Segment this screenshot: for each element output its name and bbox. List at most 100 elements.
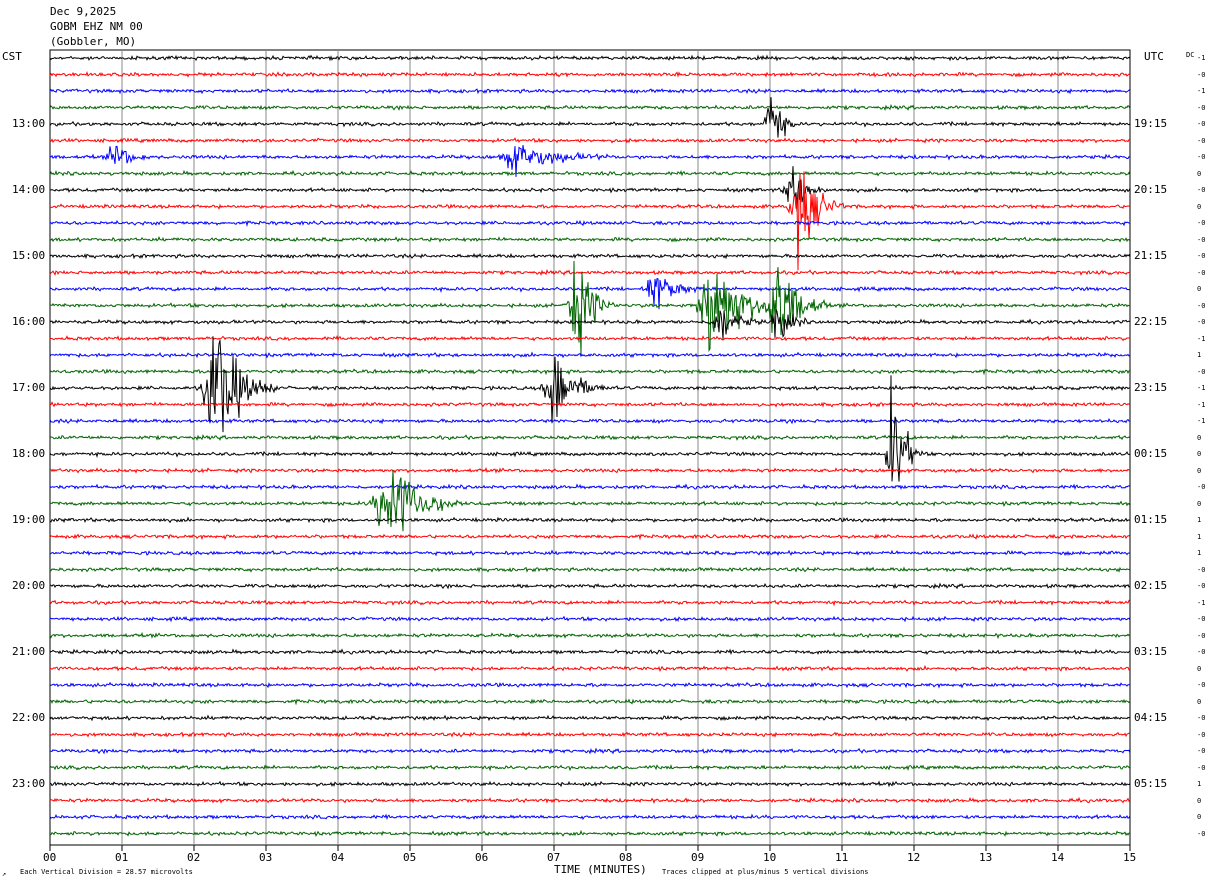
seismic-trace (49, 169, 1131, 177)
seismic-trace (49, 309, 1131, 340)
x-tick-label: 06 (475, 851, 489, 864)
dc-label: DC (1186, 51, 1195, 59)
seismic-trace (49, 70, 1131, 78)
left-hour-label: 22:00 (12, 711, 46, 724)
seismic-trace (49, 417, 1131, 425)
seismic-trace (49, 714, 1131, 722)
x-tick-label: 02 (187, 851, 201, 864)
seismic-trace (49, 470, 1131, 532)
seismic-trace (49, 87, 1131, 95)
seismic-trace (49, 566, 1131, 573)
left-hour-label: 19:00 (12, 513, 46, 526)
clip-note: Traces clipped at plus/minus 5 vertical … (662, 868, 869, 876)
seismic-trace (49, 731, 1131, 738)
seismic-trace (49, 698, 1131, 706)
seismic-trace (49, 813, 1131, 821)
x-tick-label: 05 (403, 851, 417, 864)
seismic-trace (49, 219, 1131, 227)
seismic-trace (49, 648, 1131, 656)
x-tick-label: 03 (259, 851, 273, 864)
dc-offset-label: 0 (1197, 285, 1202, 293)
left-hour-label: 17:00 (12, 381, 46, 394)
scale-icon: ↗ (2, 870, 7, 878)
x-tick-label: 07 (547, 851, 561, 864)
seismic-trace (49, 269, 1131, 277)
dc-offset-label: -0 (1197, 747, 1206, 755)
left-hour-label: 14:00 (12, 183, 46, 196)
dc-offset-label: 0 (1197, 796, 1202, 805)
seismic-trace (49, 796, 1131, 805)
dc-offset-label: -0 (1197, 268, 1206, 277)
dc-offset-label: 1 (1197, 549, 1202, 557)
x-tick-label: 12 (907, 851, 921, 864)
seismic-trace (49, 434, 1131, 442)
dc-offset-label: -0 (1197, 186, 1206, 194)
seismic-trace (49, 681, 1131, 689)
right-hour-label: 04:15 (1134, 711, 1168, 724)
seismic-trace (49, 260, 1131, 355)
dc-offset-label: -0 (1197, 615, 1206, 623)
dc-offset-label: 0 (1197, 813, 1202, 821)
left-axis-title: CST (2, 50, 22, 63)
seismic-trace (49, 351, 1131, 359)
dc-offset-label: -1 (1197, 384, 1206, 392)
x-tick-label: 11 (835, 851, 849, 864)
dc-offset-label: -0 (1197, 103, 1206, 112)
dc-offset-label: 1 (1197, 351, 1202, 359)
left-hour-label: 23:00 (12, 777, 46, 790)
right-hour-label: 01:15 (1134, 513, 1168, 526)
seismic-trace (49, 97, 1131, 138)
dc-offset-label: -0 (1197, 565, 1206, 574)
x-axis-title: TIME (MINUTES) (554, 863, 647, 876)
dc-offset-label: -0 (1197, 219, 1206, 227)
dc-offset-label: -0 (1197, 136, 1206, 145)
seismic-trace (49, 483, 1131, 491)
x-tick-label: 01 (115, 851, 129, 864)
x-tick-label: 04 (331, 851, 345, 864)
seismic-trace (49, 533, 1131, 541)
right-hour-label: 22:15 (1134, 315, 1168, 328)
dc-offset-label: -0 (1197, 70, 1206, 79)
dc-offset-label: -0 (1197, 763, 1206, 772)
seismic-trace (49, 664, 1131, 672)
dc-offset-label: -0 (1197, 582, 1206, 590)
dc-offset-label: -0 (1197, 252, 1206, 260)
seismic-trace (49, 54, 1131, 62)
dc-offset-label: -1 (1197, 598, 1206, 607)
dc-offset-label: 1 (1197, 516, 1202, 524)
dc-offset-label: -0 (1197, 714, 1206, 722)
seismic-trace (49, 368, 1131, 376)
seismic-trace (49, 104, 1131, 112)
right-hour-label: 03:15 (1134, 645, 1168, 658)
left-hour-label: 18:00 (12, 447, 46, 460)
seismic-trace (49, 549, 1131, 557)
dc-offset-label: -0 (1197, 483, 1206, 491)
seismic-trace (49, 236, 1131, 243)
seismic-trace (49, 137, 1131, 145)
dc-offset-label: 0 (1197, 697, 1202, 706)
right-hour-label: 05:15 (1134, 777, 1168, 790)
seismic-trace (49, 375, 1131, 482)
seismic-trace (50, 747, 1131, 755)
x-tick-label: 13 (979, 851, 993, 864)
dc-offset-label: 0 (1197, 664, 1202, 673)
left-hour-label: 16:00 (12, 315, 46, 328)
seismic-trace (49, 764, 1131, 772)
right-hour-label: 20:15 (1134, 183, 1168, 196)
division-note: Each Vertical Division = 28.57 microvolt… (20, 868, 193, 876)
dc-offset-label: -0 (1197, 301, 1206, 310)
left-hour-label: 20:00 (12, 579, 46, 592)
dc-offset-label: 0 (1197, 433, 1202, 442)
seismic-trace (49, 466, 1131, 474)
x-tick-label: 15 (1123, 851, 1137, 864)
left-hour-label: 13:00 (12, 117, 46, 130)
seismic-trace (49, 278, 1130, 310)
dc-offset-label: -0 (1197, 631, 1206, 640)
dc-offset-label: 0 (1197, 450, 1202, 458)
plot-frame (49, 49, 1131, 846)
x-tick-label: 08 (619, 851, 633, 864)
station-code: GOBM EHZ NM 00 (50, 20, 143, 33)
dc-offset-label: -0 (1197, 730, 1206, 739)
right-hour-label: 19:15 (1134, 117, 1168, 130)
